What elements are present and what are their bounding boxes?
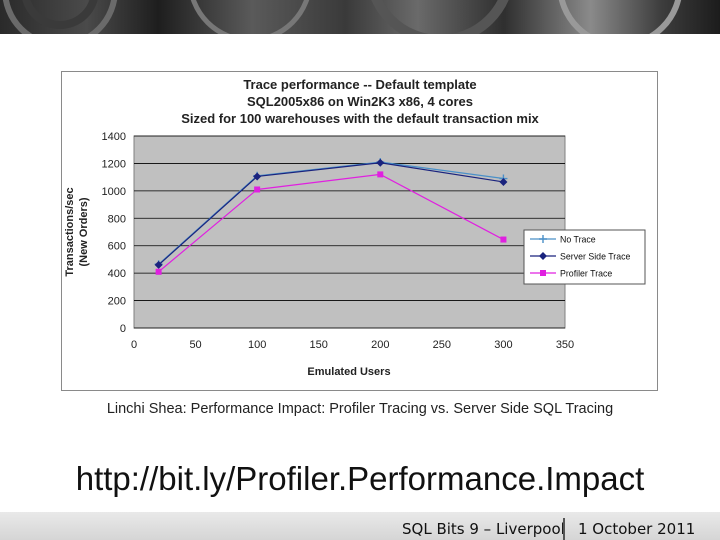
- series-line: [158, 162, 504, 266]
- x-tick-label: 50: [189, 339, 201, 351]
- y-tick-label: 600: [108, 241, 126, 253]
- reference-link[interactable]: http://bit.ly/Profiler.Performance.Impac…: [75, 460, 645, 497]
- chart-caption: Linchi Shea: Performance Impact: Profile…: [106, 401, 614, 417]
- y-tick-label: 800: [108, 213, 126, 225]
- y-tick-label: 1400: [102, 131, 126, 143]
- x-tick-label: 350: [556, 339, 574, 351]
- chart-title-line-2: SQL2005x86 on Win2K3 x86, 4 cores: [247, 94, 473, 109]
- data-point-diamond: [376, 158, 385, 167]
- footer-event-name: SQL Bits 9 – Liverpool: [402, 520, 565, 538]
- x-tick-label: 200: [371, 339, 389, 351]
- x-tick-label: 100: [248, 339, 266, 351]
- plot-area: [133, 135, 566, 329]
- y-tick-label: 0: [120, 323, 126, 335]
- x-axis-label: Emulated Users: [307, 366, 390, 378]
- legend-label: Profiler Trace: [560, 269, 612, 279]
- x-tick-label: 150: [310, 339, 328, 351]
- trace-performance-chart: Trace performance -- Default template SQ…: [64, 77, 646, 378]
- banner-decoration: [2, 0, 682, 34]
- data-point-diamond: [539, 252, 547, 260]
- x-tick-label: 300: [494, 339, 512, 351]
- legend-label: Server Side Trace: [560, 252, 631, 262]
- x-tick-label: 0: [131, 339, 137, 351]
- data-point-plus: [539, 235, 547, 243]
- legend-label: No Trace: [560, 235, 596, 245]
- chart-title-line-1: Trace performance -- Default template: [243, 77, 476, 92]
- slide-footer: SQL Bits 9 – Liverpool 1 October 2011: [0, 512, 720, 540]
- footer-divider: [563, 518, 565, 540]
- data-point-diamond: [253, 172, 262, 181]
- data-point-square: [254, 186, 261, 193]
- header-banner: [0, 0, 720, 34]
- y-tick-label: 1200: [102, 158, 126, 170]
- x-tick-label: 250: [433, 339, 451, 351]
- data-point-diamond: [499, 177, 508, 186]
- series-line: [158, 173, 504, 273]
- y-tick-label: 200: [108, 296, 126, 308]
- data-point-square: [377, 171, 384, 178]
- footer-date: 1 October 2011: [578, 520, 696, 538]
- y-tick-label: 1000: [102, 186, 126, 198]
- data-point-square: [155, 268, 162, 275]
- data-point-square: [500, 236, 507, 243]
- y-tick-label: 400: [108, 268, 126, 280]
- y-axis-label-line-1: Transactions/sec: [64, 187, 76, 276]
- chart-title-line-3: Sized for 100 warehouses with the defaul…: [181, 111, 539, 126]
- data-point-diamond: [154, 260, 163, 269]
- data-point-square: [540, 270, 546, 276]
- y-axis-label-line-2: (New Orders): [78, 197, 90, 266]
- chart-frame: Trace performance -- Default template SQ…: [61, 71, 658, 391]
- chart-legend: No Trace Server Side Trace Profiler Trace: [523, 229, 646, 285]
